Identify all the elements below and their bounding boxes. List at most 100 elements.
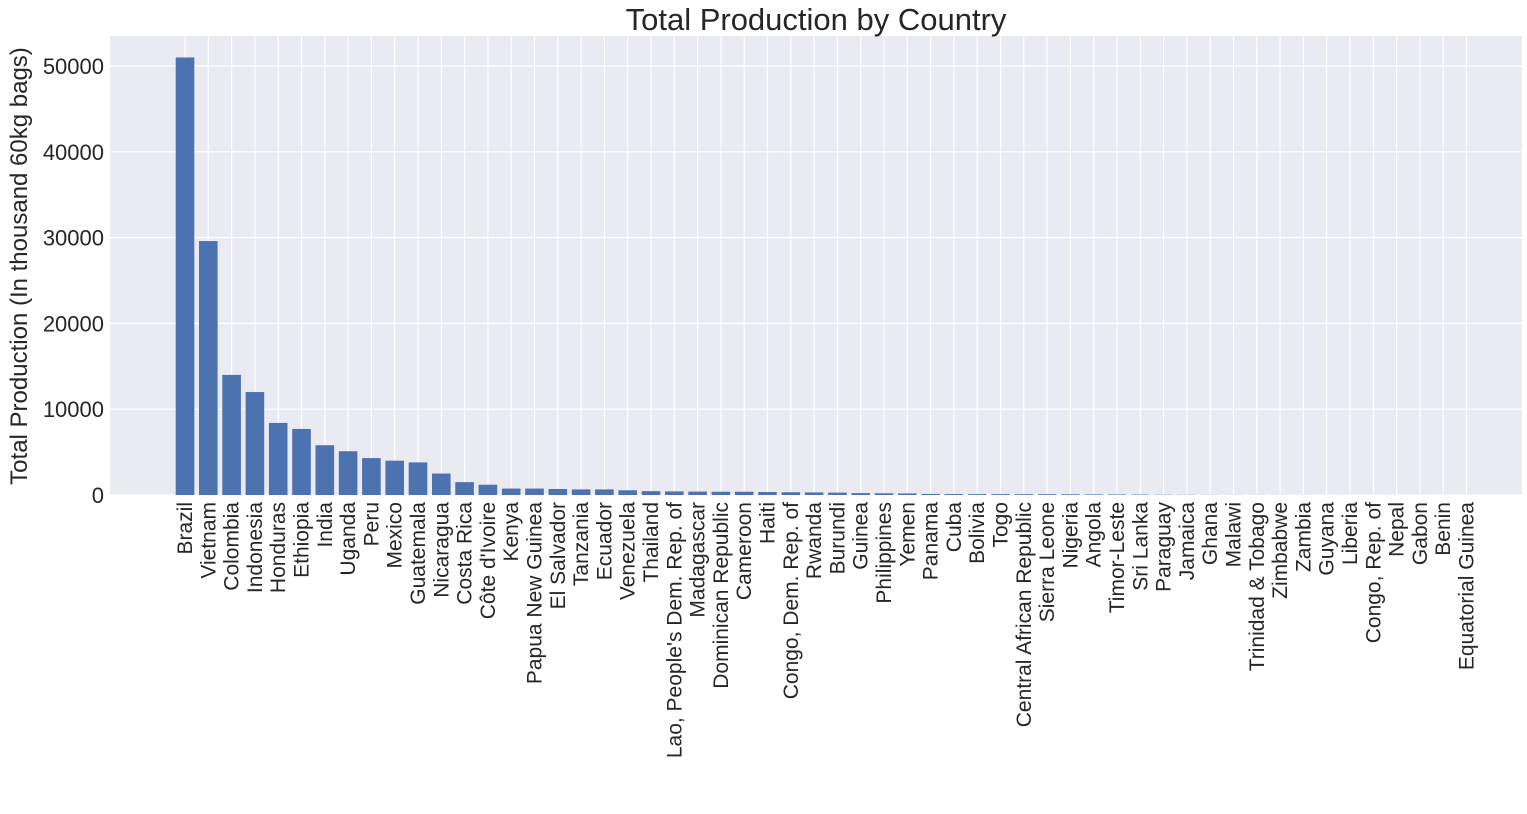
bar-venezuela xyxy=(618,490,637,495)
x-tick-label-brazil: Brazil xyxy=(174,502,197,555)
x-tick-label-burundi: Burundi xyxy=(826,502,849,574)
bar-colombia xyxy=(222,374,241,495)
y-tick-label: 10000 xyxy=(43,397,104,422)
y-tick-label: 0 xyxy=(92,483,104,508)
x-tick-label-nepal: Nepal xyxy=(1386,502,1409,557)
y-tick-label: 40000 xyxy=(43,140,104,165)
x-tick-label-cuba: Cuba xyxy=(943,502,966,553)
x-tick-label-colombia: Colombia xyxy=(221,502,244,591)
plot-background xyxy=(110,36,1522,495)
x-tick-label-benin: Benin xyxy=(1432,502,1455,556)
bar-ethiopia xyxy=(292,428,311,495)
bar-vietnam xyxy=(199,241,218,495)
bar-haiti xyxy=(758,492,777,495)
bar-uganda xyxy=(338,451,358,495)
bar-mexico xyxy=(385,460,404,495)
x-tick-label-gabon: Gabon xyxy=(1409,502,1432,565)
bar-peru xyxy=(362,458,381,495)
x-tick-label-zambia: Zambia xyxy=(1292,502,1315,572)
x-tick-label-uganda: Uganda xyxy=(337,502,360,576)
x-tick-label-kenya: Kenya xyxy=(500,502,523,562)
x-tick-labels: Brazil Vietnam Colombia Indonesia Honduras Et… xyxy=(174,502,1479,759)
bar-nicaragua xyxy=(432,473,451,495)
x-tick-label-panama: Panama xyxy=(920,502,943,581)
y-axis-label: Total Production (In thousand 60kg bags) xyxy=(6,47,33,485)
bar-lao-people-s-dem-rep-of xyxy=(665,491,684,495)
bar-india xyxy=(315,445,335,495)
x-tick-label-angola: Angola xyxy=(1083,502,1106,568)
bar-honduras xyxy=(268,422,288,495)
x-tick-label-nigeria: Nigeria xyxy=(1059,502,1082,569)
bar-panama xyxy=(921,493,940,495)
x-tick-label-ethiopia: Ethiopia xyxy=(291,502,314,578)
bar-brazil xyxy=(175,57,195,495)
x-tick-label-vietnam: Vietnam xyxy=(197,502,220,579)
x-tick-label-trinidad-tobago: Trinidad & Tobago xyxy=(1246,502,1269,671)
bar-central-african-republic xyxy=(1014,494,1034,495)
x-tick-label-india: India xyxy=(314,502,337,548)
x-tick-label-rwanda: Rwanda xyxy=(803,502,826,579)
x-tick-label-ecuador: Ecuador xyxy=(593,502,616,580)
x-tick-label-papua-new-guinea: Papua New Guinea xyxy=(524,502,547,684)
chart-title: Total Production by Country xyxy=(626,2,1007,37)
x-tick-label-dominican-republic: Dominican Republic xyxy=(710,502,733,689)
bar-dominican-republic xyxy=(711,491,731,495)
bar-timor-leste xyxy=(1107,494,1127,495)
x-tick-label-philippines: Philippines xyxy=(873,502,896,604)
bar-nigeria xyxy=(1061,494,1080,495)
bar-togo xyxy=(991,494,1010,495)
x-tick-label-indonesia: Indonesia xyxy=(244,502,267,593)
bar-guinea xyxy=(851,493,870,495)
bar-thailand xyxy=(641,491,661,495)
x-tick-label-costa-rica: Costa Rica xyxy=(454,502,477,605)
bar-cuba xyxy=(944,494,964,495)
x-tick-label-venezuela: Venezuela xyxy=(617,502,640,600)
bar-guatemala xyxy=(408,462,428,495)
x-tick-label-el-salvador: El Salvador xyxy=(547,502,570,609)
bar-costa-rica xyxy=(455,482,474,495)
x-tick-label-sri-lanka: Sri Lanka xyxy=(1129,502,1152,591)
x-tick-label-haiti: Haiti xyxy=(757,502,780,544)
bar-kenya xyxy=(501,488,521,495)
x-tick-label-congo-rep-of: Congo, Rep. of xyxy=(1362,502,1385,643)
x-tick-label-timor-leste: Timor-Leste xyxy=(1106,502,1129,613)
bar-burundi xyxy=(828,492,847,495)
x-tick-label-liberia: Liberia xyxy=(1339,502,1362,565)
x-tick-label-sierra-leone: Sierra Leone xyxy=(1036,502,1059,622)
bar-bolivia xyxy=(967,494,987,495)
bar-philippines xyxy=(874,493,894,495)
x-tick-label-paraguay: Paraguay xyxy=(1153,502,1176,592)
x-tick-label-nicaragua: Nicaragua xyxy=(430,502,453,598)
x-tick-label-congo-dem-rep-of: Congo, Dem. Rep. of xyxy=(780,502,803,699)
x-tick-label-bolivia: Bolivia xyxy=(966,502,989,564)
y-tick-labels: 0 10000 20000 30000 40000 50000 xyxy=(43,54,104,508)
x-tick-label-yemen: Yemen xyxy=(896,502,919,567)
bar-sierra-leone xyxy=(1037,494,1057,495)
x-tick-label-togo: Togo xyxy=(990,502,1013,548)
x-tick-label-honduras: Honduras xyxy=(267,502,290,593)
bar-indonesia xyxy=(245,392,265,495)
x-tick-label-malawi: Malawi xyxy=(1223,502,1246,567)
bar-tanzania xyxy=(571,489,591,495)
x-tick-label-madagascar: Madagascar xyxy=(687,502,710,618)
x-tick-label-guatemala: Guatemala xyxy=(407,502,430,605)
bar-cameroon xyxy=(734,491,754,495)
x-tick-label-guinea: Guinea xyxy=(850,502,873,570)
y-tick-label: 50000 xyxy=(43,54,104,79)
bar-angola xyxy=(1084,494,1103,495)
bar-yemen xyxy=(898,493,917,495)
x-tick-label-lao-people-s-dem-rep-of: Lao, People's Dem. Rep. of xyxy=(663,502,686,758)
x-gridlines xyxy=(184,36,1468,495)
x-tick-label-central-african-republic: Central African Republic xyxy=(1013,502,1036,727)
x-tick-label-guyana: Guyana xyxy=(1316,502,1339,576)
bar-rwanda xyxy=(804,492,824,495)
x-tick-label-tanzania: Tanzania xyxy=(570,502,593,586)
bars xyxy=(175,57,1476,495)
x-tick-label-mexico: Mexico xyxy=(384,502,407,569)
y-tick-label: 30000 xyxy=(43,226,104,251)
x-tick-label-equatorial-guinea: Equatorial Guinea xyxy=(1456,502,1479,670)
x-tick-label-jamaica: Jamaica xyxy=(1176,502,1199,581)
x-tick-label-thailand: Thailand xyxy=(640,502,663,583)
bar-el-salvador xyxy=(548,488,568,495)
